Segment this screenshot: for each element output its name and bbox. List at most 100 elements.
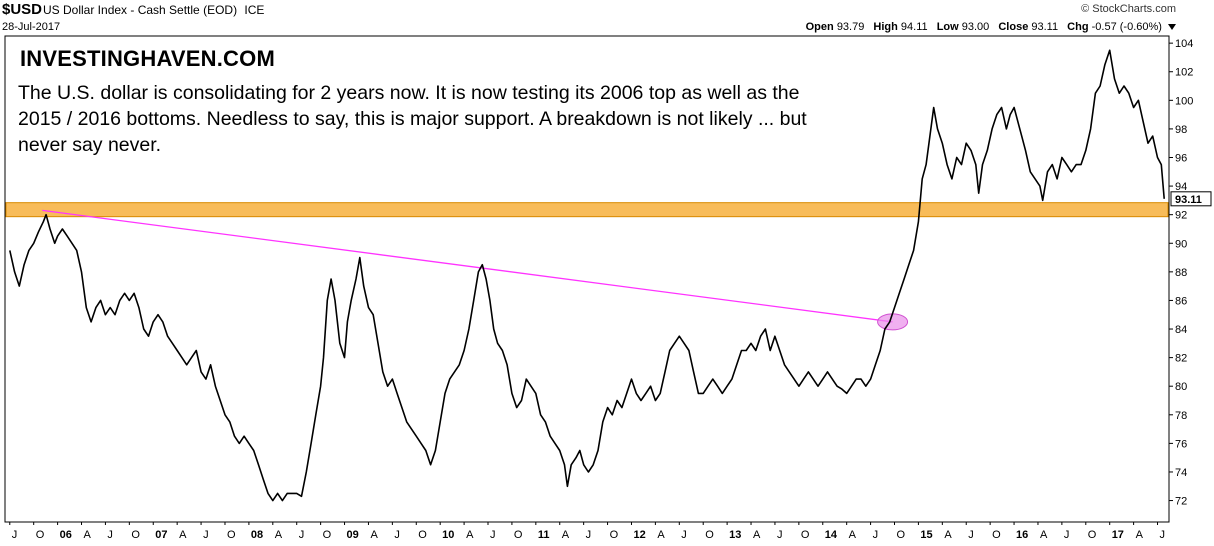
- y-tick-label: 100: [1175, 95, 1193, 107]
- open-label: Open: [805, 21, 834, 33]
- x-tick-label: 13: [729, 529, 741, 541]
- x-tick-label: O: [992, 529, 1001, 541]
- y-tick-label: 72: [1175, 496, 1187, 508]
- last-price-label: 93.11: [1175, 194, 1202, 206]
- price-series-layer: [9, 49, 1165, 502]
- plot-border: [4, 35, 1170, 523]
- close-value: 93.11: [1031, 21, 1059, 33]
- x-tick-label: O: [801, 529, 810, 541]
- y-tick-label: 86: [1175, 295, 1187, 307]
- x-tick-label: J: [394, 529, 400, 541]
- x-tick-label: J: [873, 529, 879, 541]
- chart-header: $USD US Dollar Index - Cash Settle (EOD)…: [0, 0, 1214, 36]
- exchange-label: ICE: [244, 3, 265, 17]
- x-tick-label: J: [203, 529, 209, 541]
- x-tick-label: A: [562, 529, 570, 541]
- y-tick-label: 94: [1175, 181, 1187, 193]
- x-tick-label: J: [12, 529, 18, 541]
- x-tick-label: 10: [442, 529, 454, 541]
- x-tick-label: A: [1040, 529, 1048, 541]
- ticker-symbol: $USD: [2, 1, 43, 18]
- annotation-text: The U.S. dollar is consolidating for 2 y…: [18, 82, 807, 156]
- x-tick-label: O: [705, 529, 714, 541]
- y-tick-label: 104: [1175, 38, 1193, 50]
- y-tick-label: 82: [1175, 353, 1187, 365]
- x-tick-label: O: [131, 529, 140, 541]
- copyright-notice: © StockCharts.com: [1081, 3, 1176, 15]
- x-tick-label: A: [179, 529, 187, 541]
- y-tick-label: 80: [1175, 381, 1187, 393]
- x-tick-label: A: [275, 529, 283, 541]
- description-text: US Dollar Index - Cash Settle (EOD): [43, 3, 238, 17]
- x-tick-label: A: [1136, 529, 1144, 541]
- y-tick-label: 88: [1175, 267, 1187, 279]
- x-tick-label: A: [753, 529, 761, 541]
- chart-frame: [4, 35, 1170, 523]
- open-value: 93.79: [836, 21, 865, 33]
- x-tick-label: J: [299, 529, 305, 541]
- y-axis: 72 74 76 78 80 82 84 86 88 90 92 94 96 98 100 102 104 93.…: [1169, 38, 1212, 508]
- y-tick-label: 74: [1175, 467, 1187, 479]
- x-tick-label: J: [681, 529, 687, 541]
- x-tick-label: O: [610, 529, 619, 541]
- support-zone-band: [5, 202, 1169, 218]
- x-tick-label: J: [490, 529, 496, 541]
- x-tick-label: J: [777, 529, 783, 541]
- x-tick-label: 14: [825, 529, 838, 541]
- high-value: 94.11: [900, 21, 928, 33]
- chart-date: 28-Jul-2017: [2, 21, 61, 33]
- x-tick-label: J: [586, 529, 592, 541]
- x-tick-label: J: [107, 529, 113, 541]
- x-tick-label: O: [514, 529, 523, 541]
- x-tick-label: J: [1064, 529, 1070, 541]
- x-tick-label: 08: [251, 529, 263, 541]
- y-tick-label: 90: [1175, 238, 1187, 250]
- price-line: [9, 49, 1165, 502]
- x-tick-label: A: [84, 529, 92, 541]
- support-zone-rect: [5, 202, 1169, 218]
- x-tick-label: O: [1088, 529, 1097, 541]
- x-tick-label: O: [418, 529, 427, 541]
- ohlc-readout: Open 93.79 High 94.11 Low 93.00 Close 93…: [806, 21, 1176, 33]
- y-tick-label: 92: [1175, 210, 1187, 222]
- y-tick-label: 98: [1175, 124, 1187, 136]
- y-tick-label: 84: [1175, 324, 1187, 336]
- trendline: [42, 209, 893, 323]
- x-tick-label: O: [323, 529, 332, 541]
- x-tick-label: A: [657, 529, 665, 541]
- x-tick-label: 06: [60, 529, 72, 541]
- x-tick-label: O: [36, 529, 45, 541]
- y-tick-label: 76: [1175, 438, 1187, 450]
- x-tick-label: 15: [920, 529, 932, 541]
- chg-label: Chg: [1067, 21, 1089, 33]
- dropdown-arrow-icon[interactable]: [1168, 24, 1176, 31]
- y-tick-label: 78: [1175, 410, 1187, 422]
- x-tick-label: A: [944, 529, 952, 541]
- close-label: Close: [998, 21, 1029, 33]
- breakout-highlight: [877, 313, 909, 331]
- x-axis: J O 06 A J O 07 A J O 08 A J O 09 A J O 10 A J O 11 A J O 12 A J O 13 A…: [9, 522, 1166, 541]
- x-tick-label: 17: [1112, 529, 1124, 541]
- annotation-title: INVESTINGHAVEN.COM: [20, 46, 275, 71]
- last-price-box: [1170, 191, 1212, 207]
- x-tick-label: 09: [347, 529, 359, 541]
- x-tick-label: 12: [633, 529, 645, 541]
- low-label: Low: [936, 21, 959, 33]
- x-tick-label: 16: [1016, 529, 1028, 541]
- y-tick-label: 96: [1175, 153, 1187, 165]
- low-value: 93.00: [961, 21, 990, 33]
- y-tick-label: 102: [1175, 67, 1193, 79]
- instrument-description: US Dollar Index - Cash Settle (EOD) ICE: [43, 3, 264, 17]
- chg-value: -0.57 (-0.60%): [1091, 21, 1162, 33]
- trendline-layer: [42, 209, 909, 331]
- x-tick-label: A: [466, 529, 474, 541]
- x-tick-label: O: [227, 529, 236, 541]
- x-tick-label: A: [849, 529, 857, 541]
- x-tick-label: 11: [538, 529, 550, 541]
- x-tick-label: J: [1160, 529, 1166, 541]
- x-tick-label: O: [896, 529, 905, 541]
- high-label: High: [873, 21, 898, 33]
- x-tick-label: J: [968, 529, 974, 541]
- x-tick-label: 07: [155, 529, 167, 541]
